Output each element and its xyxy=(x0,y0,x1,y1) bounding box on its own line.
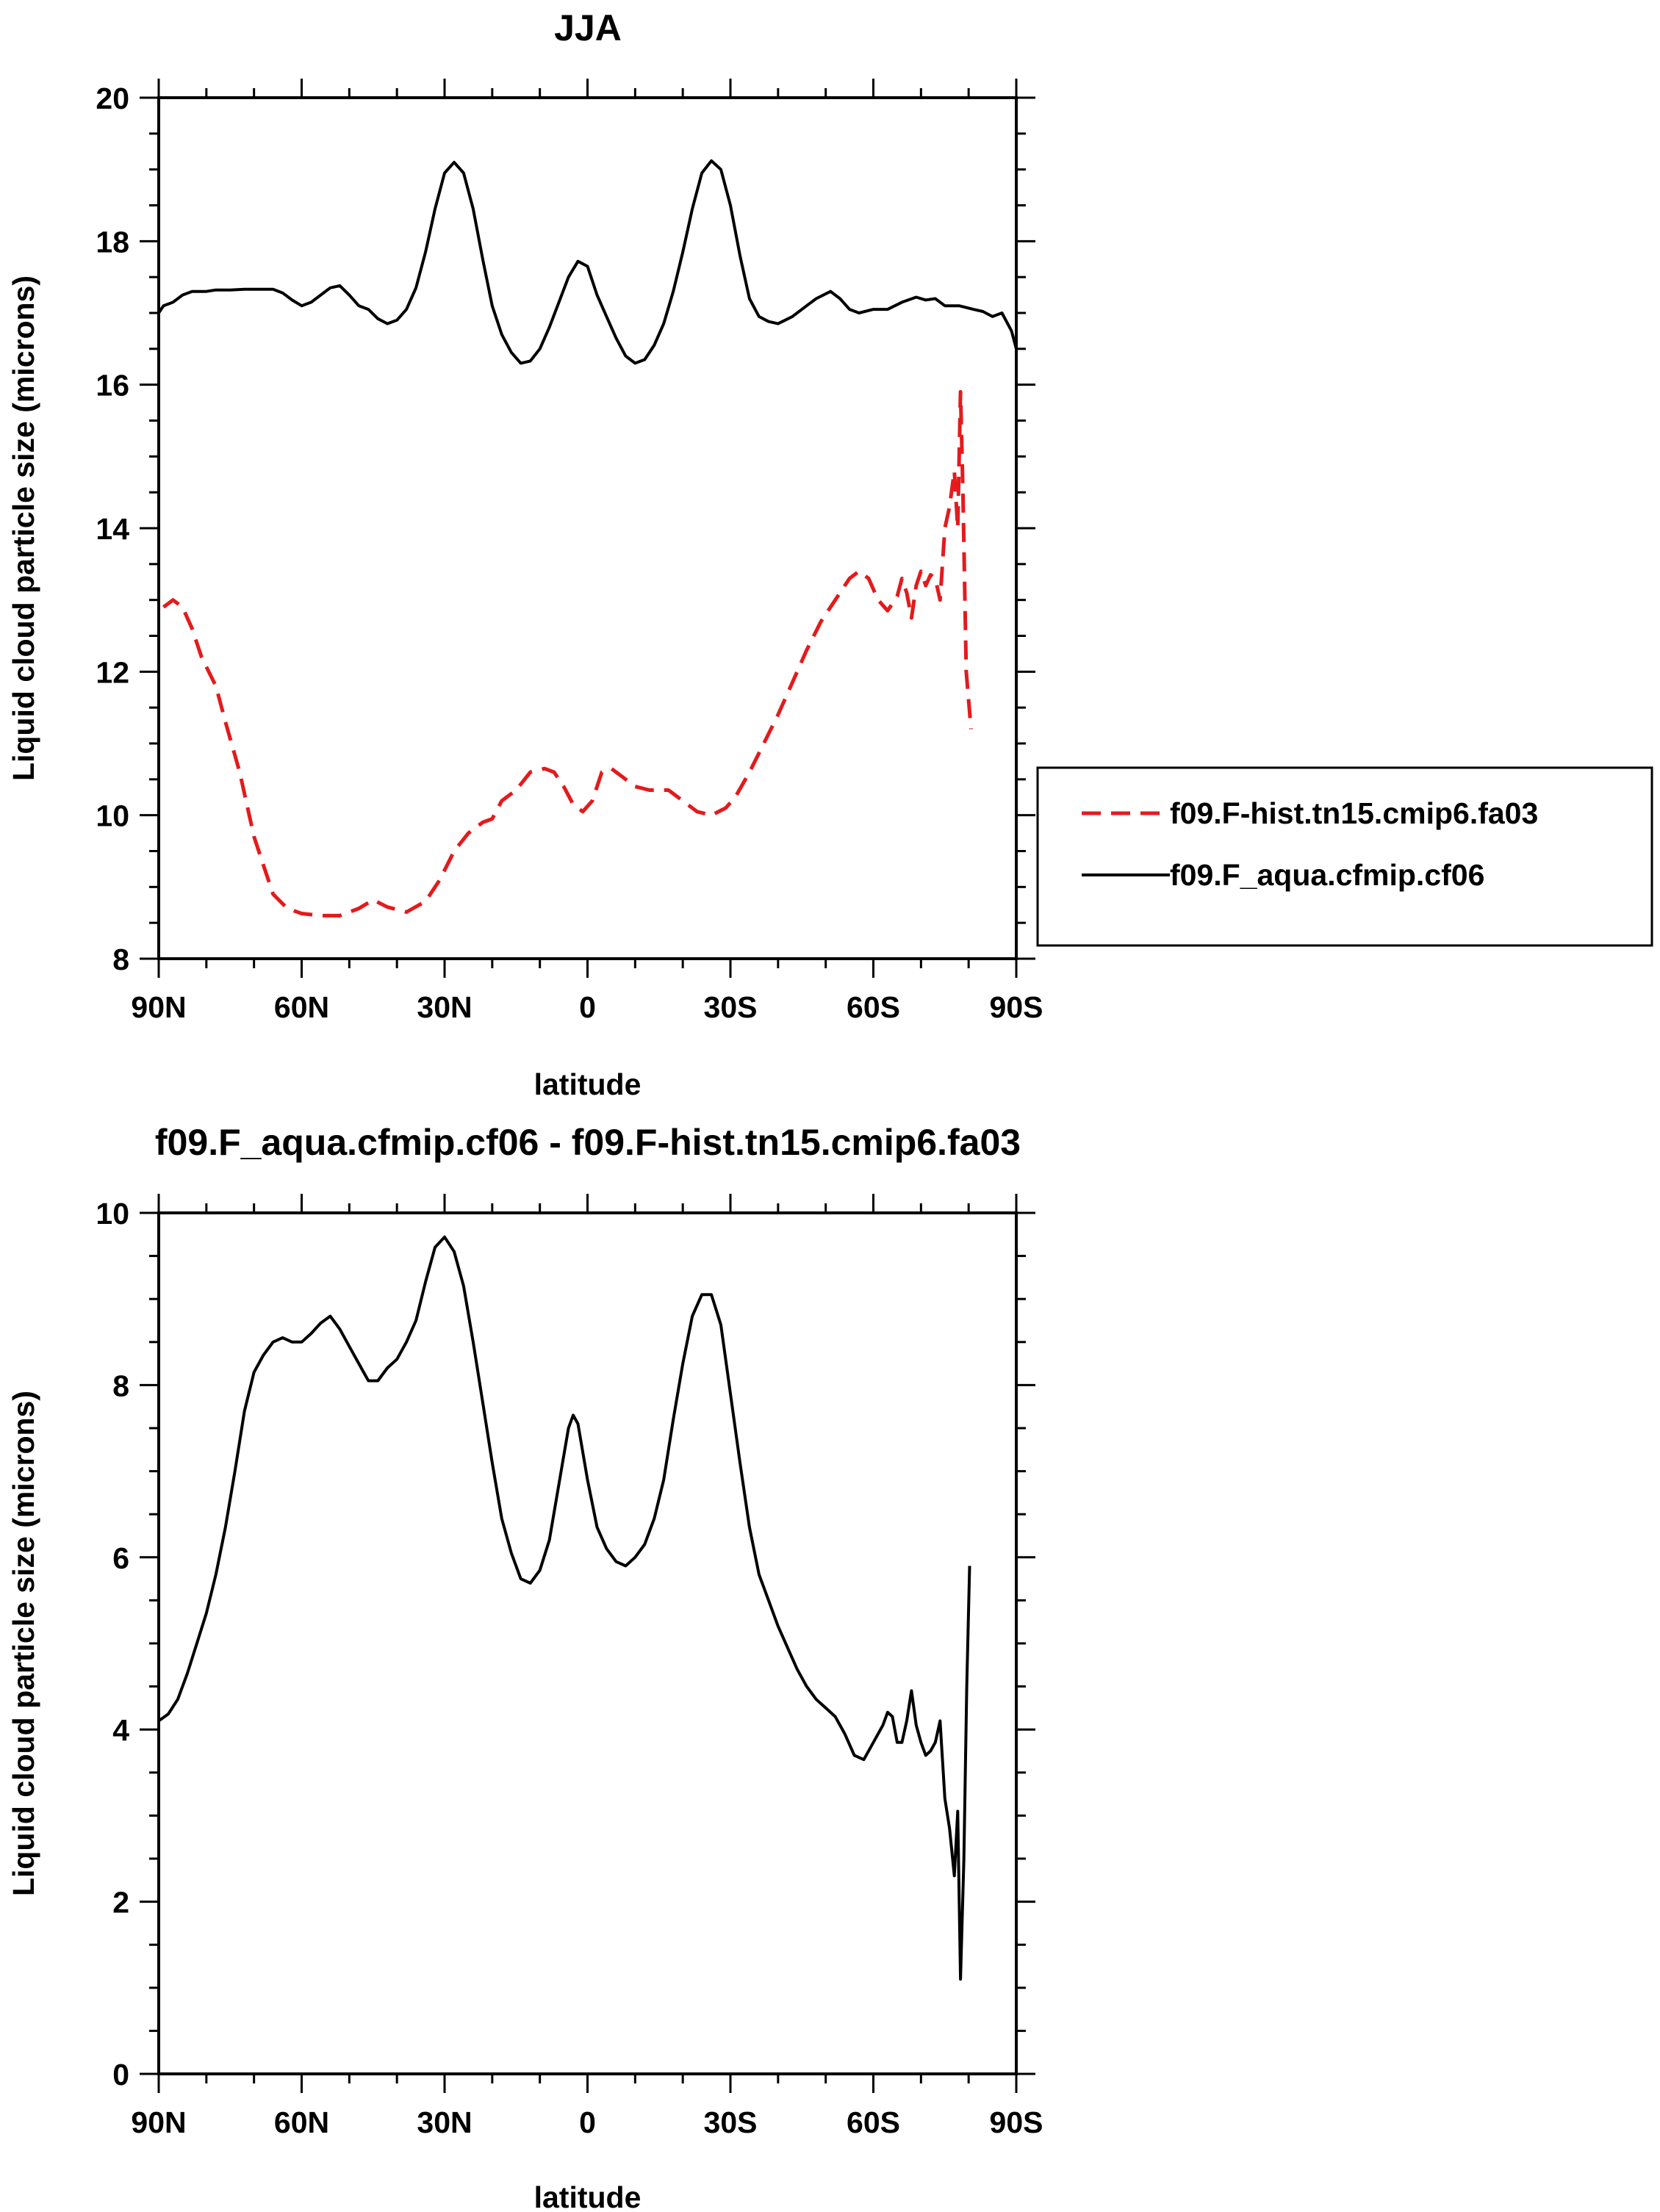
chart-title: JJA xyxy=(554,7,622,48)
y-tick-label: 10 xyxy=(96,1197,129,1231)
y-tick-label: 20 xyxy=(96,82,129,115)
y-tick-label: 8 xyxy=(112,943,129,976)
y-tick-label: 12 xyxy=(96,655,129,689)
legend-box xyxy=(1036,766,1653,947)
x-axis-label: latitude xyxy=(534,1067,642,1101)
x-tick-label: 30S xyxy=(704,990,758,1024)
series-line-1 xyxy=(157,159,1018,365)
y-axis-label: Liquid cloud particle size (microns) xyxy=(7,1391,40,1896)
x-tick-label: 90S xyxy=(990,990,1043,1024)
x-tick-label: 60S xyxy=(847,2105,900,2139)
x-tick-label: 60S xyxy=(847,990,900,1024)
x-tick-label: 60N xyxy=(274,990,329,1024)
x-tick-label: 30N xyxy=(417,990,472,1024)
plot-frame xyxy=(157,1211,1018,2075)
y-tick-label: 6 xyxy=(112,1541,129,1575)
chart-title: f09.F_aqua.cfmip.cf06 - f09.F-hist.tn15.… xyxy=(155,1122,1021,1163)
top-chart: JJA 8 10 12 14 16 18 20 90N 60N 30N 0 30S 60S 90S latit… xyxy=(7,7,1653,1101)
y-tick-label: 16 xyxy=(96,369,129,403)
x-tick-label: 90N xyxy=(131,2105,186,2139)
y-axis-label: Liquid cloud particle size (microns) xyxy=(7,275,40,781)
x-tick-label: 30S xyxy=(704,2105,758,2139)
x-tick-label: 0 xyxy=(579,990,596,1024)
bottom-chart: f09.F_aqua.cfmip.cf06 - f09.F-hist.tn15.… xyxy=(7,1122,1043,2212)
y-tick-label: 10 xyxy=(96,799,129,833)
plot-frame xyxy=(157,96,1018,960)
x-tick-label: 30N xyxy=(417,2105,472,2139)
y-tick-label: 2 xyxy=(112,1886,129,1920)
x-tick-label: 60N xyxy=(274,2105,329,2139)
y-tick-label: 14 xyxy=(96,512,129,546)
x-tick-label: 90S xyxy=(990,2105,1043,2139)
y-tick-label: 0 xyxy=(112,2058,129,2092)
y-tick-label: 4 xyxy=(112,1713,129,1747)
x-tick-label: 0 xyxy=(579,2105,596,2139)
series-line-0 xyxy=(162,389,973,918)
legend: f09.F-hist.tn15.cmip6.fa03 f09.F_aqua.cfm… xyxy=(1036,766,1653,947)
legend-label: f09.F_aqua.cfmip.cf06 xyxy=(1170,858,1484,892)
x-tick-label: 90N xyxy=(131,990,186,1024)
y-tick-label: 18 xyxy=(96,225,129,259)
x-axis-label: latitude xyxy=(534,2180,642,2212)
series-line-0 xyxy=(157,1235,971,1981)
y-tick-label: 8 xyxy=(112,1369,129,1402)
legend-label: f09.F-hist.tn15.cmip6.fa03 xyxy=(1170,796,1538,830)
